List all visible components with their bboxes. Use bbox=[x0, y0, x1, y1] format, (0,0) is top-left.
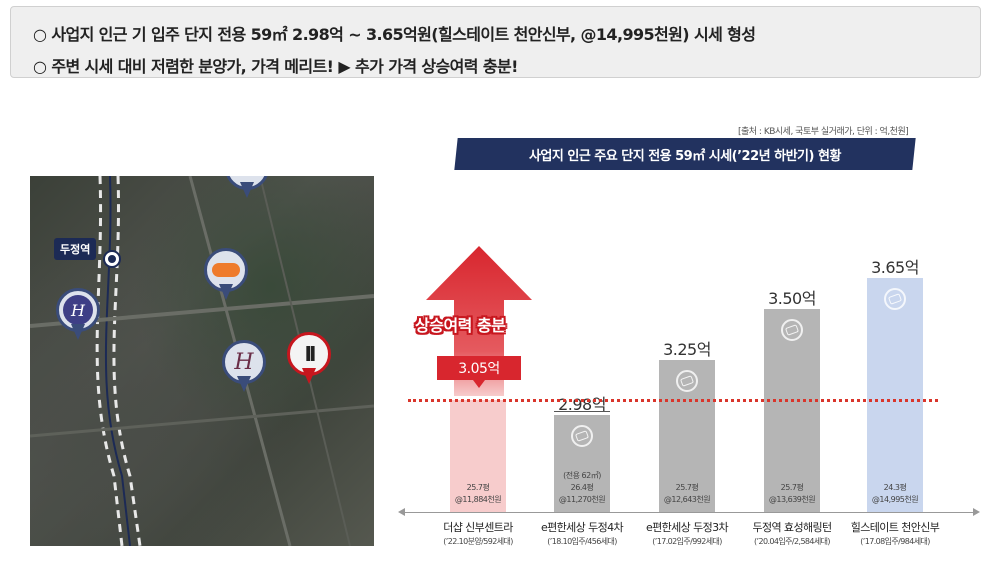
bar-info: (전용 62㎡) 26.4평 @11,270천원 bbox=[558, 471, 606, 504]
category-sublabel: (’17.08입주/984세대) bbox=[860, 537, 930, 546]
x-axis-arrow-left bbox=[398, 508, 405, 516]
category-label: e편한세상 두정4차 bbox=[540, 521, 624, 534]
station-marker bbox=[105, 252, 119, 266]
bar-logo-icon bbox=[676, 369, 698, 392]
bar-value-label: 3.50억 bbox=[768, 288, 816, 308]
category-sublabel: (’22.10분양/592세대) bbox=[443, 537, 513, 546]
bar-value-label: 3.25억 bbox=[663, 339, 711, 359]
category-label: 두정역 효성해링턴 bbox=[752, 521, 832, 534]
x-axis-arrow-right bbox=[973, 508, 980, 516]
location-map: 두정역 H H II bbox=[30, 176, 374, 546]
category-label: e편한세상 두정3차 bbox=[645, 521, 729, 534]
bar-logo-icon bbox=[781, 318, 803, 341]
chart-source: [출처 : KB시세, 국토부 실거래가, 단위 : 억,천원] bbox=[738, 127, 909, 137]
station-label: 두정역 bbox=[54, 238, 97, 260]
reference-value-box: 3.05억 bbox=[437, 356, 521, 388]
bar-info: 25.7평 @11,884천원 bbox=[454, 483, 502, 504]
chart-bar bbox=[867, 278, 923, 512]
category-sublabel: (’17.02입주/992세대) bbox=[652, 537, 722, 546]
bar-info: 25.7평 @12,643천원 bbox=[663, 483, 711, 504]
site-pin[interactable]: II bbox=[287, 332, 331, 386]
bar-logo-icon bbox=[884, 288, 906, 311]
rise-arrow-icon bbox=[426, 246, 532, 396]
complex-pin-1[interactable] bbox=[225, 176, 269, 200]
chart-bar bbox=[764, 308, 820, 512]
category-sublabel: (’18.10입주/456세대) bbox=[547, 537, 617, 546]
bar-logo-icon bbox=[571, 424, 593, 447]
chart-title: 사업지 인근 주요 단지 전용 59㎡ 시세(’22년 하반기) 현황 bbox=[454, 138, 916, 170]
summary-line-1: ○ 사업지 인근 기 입주 단지 전용 59㎡ 2.98억 ~ 3.65억원(힐… bbox=[33, 25, 756, 44]
rise-label: 상승여력 충분 bbox=[415, 316, 506, 335]
complex-pin-2[interactable] bbox=[204, 248, 248, 302]
bar-value-label: 3.65억 bbox=[871, 258, 919, 278]
complex-pin-4[interactable]: H bbox=[222, 340, 266, 394]
bar-info: 24.3평 @14,995천원 bbox=[871, 483, 919, 504]
chart-bar bbox=[450, 400, 506, 512]
summary-box: ○ 사업지 인근 기 입주 단지 전용 59㎡ 2.98억 ~ 3.65억원(힐… bbox=[10, 6, 981, 78]
summary-line-2: ○ 주변 시세 대비 저렴한 분양가, 가격 메리트! ▶ 추가 가격 상승여력… bbox=[33, 57, 518, 76]
complex-pin-3[interactable]: H bbox=[56, 288, 100, 342]
reference-line bbox=[408, 399, 938, 402]
category-label: 더샵 신부센트라 bbox=[443, 521, 513, 534]
category-sublabel: (’20.04입주/2,584세대) bbox=[754, 537, 831, 546]
x-axis bbox=[400, 512, 978, 513]
bar-info: 25.7평 @13,639천원 bbox=[768, 483, 816, 504]
category-label: 힐스테이트 천안신부 bbox=[850, 521, 940, 534]
bar-value-underline bbox=[554, 410, 610, 412]
